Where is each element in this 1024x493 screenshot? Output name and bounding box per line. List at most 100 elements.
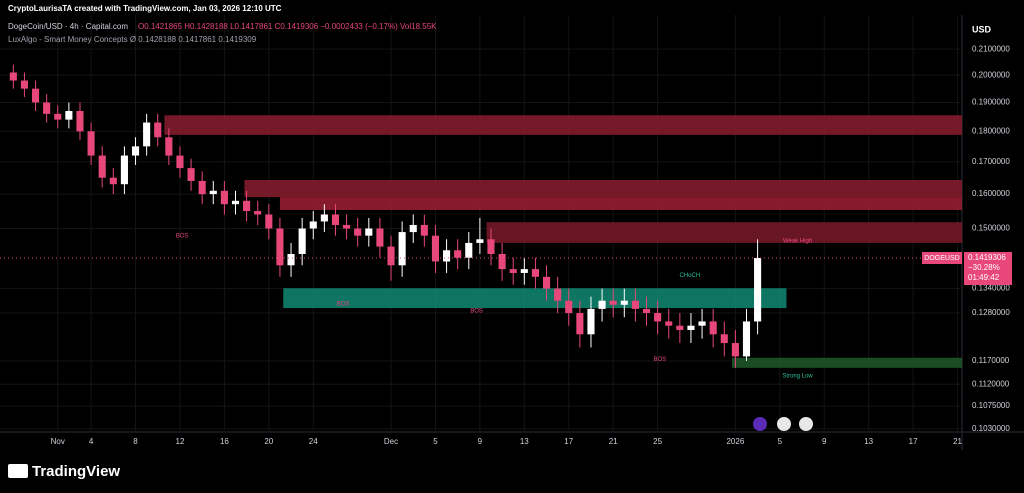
candle-body [443,250,451,262]
zone [283,288,787,309]
candle-body [109,177,117,185]
x-tick-label: 25 [653,437,662,446]
candle-body [320,214,328,222]
candle-body [309,221,317,229]
candle-body [676,325,684,330]
brand[interactable]: TradingView [32,463,120,480]
zone [244,179,962,198]
event-icon[interactable] [753,417,767,431]
x-tick-label: 5 [778,437,783,446]
currency[interactable]: USD [972,24,992,34]
x-tick-label: 21 [953,437,962,446]
event-icon[interactable] [799,417,813,431]
candle-body [387,246,395,266]
candle-body [576,313,584,335]
y-tick-label: 0.1120000 [972,379,1010,388]
price-label: 0.1419306 [968,253,1006,262]
candle-body [276,228,284,266]
candle-body [542,276,551,289]
candle-body [554,288,562,301]
candle-body [243,200,251,212]
candle-body [43,102,51,114]
indicator: LuxAlgo - Smart Money Concepts Ø 0.14281… [8,35,257,44]
credit: CryptoLaurisaTA created with TradingView… [8,4,282,13]
candle-body [20,80,28,89]
x-tick-label: 5 [433,437,438,446]
symbol-box [922,251,962,264]
price-box [964,251,1012,285]
plot: BOS BOS BOS BOS CHoCH Strong Low Weak High [0,15,963,432]
candle-body [9,72,17,81]
candle-body [287,253,295,266]
candle-body [120,155,128,185]
y-tick-label: 0.1500000 [972,224,1010,233]
candle-body [565,300,573,314]
candle-body [65,110,73,120]
ohlc: O0.1421865 H0.1428188 L0.1417861 C0.1419… [138,22,437,31]
x-tick-label: 17 [564,437,573,446]
y-tick-label: 0.1280000 [972,308,1010,317]
candle-body [209,190,217,195]
candle-body [754,257,762,322]
x-tick-label: 17 [909,437,918,446]
y-tick-label: 0.1900000 [972,98,1010,107]
y-tick-label: 0.1800000 [972,126,1010,135]
candle-body [709,321,717,335]
brand-logo [8,464,28,478]
candle-body [598,300,606,309]
x-tick-label: 9 [822,437,827,446]
candle-body [409,224,417,233]
candle-body [487,239,495,254]
candle-body [731,343,739,357]
symbol-label: DOGEUSD [924,255,959,262]
candle-body [587,308,595,335]
countdown-label: 01:49:42 [968,273,1000,282]
candle-body [31,88,40,103]
y-tick-label: 0.1340000 [972,284,1010,293]
candle-body [54,113,62,120]
x-tick-label: 21 [609,437,618,446]
x-tick-label: Nov [51,437,65,446]
x-tick-label: 12 [176,437,185,446]
annotation: BOS [470,309,483,315]
candle-body [176,155,184,169]
y-tick-label: 0.1700000 [972,157,1010,166]
x-tick-label: 2026 [726,437,744,446]
candle-body [720,334,728,344]
y-tick-label: 0.2100000 [972,44,1010,53]
x-tick-label: 24 [309,437,318,446]
candle-body [187,168,195,181]
candle-body [654,313,662,322]
candle-body [76,110,84,132]
candle-body [231,200,240,205]
candle-body [198,180,206,195]
candle-body [620,300,628,305]
candle-body [687,325,695,330]
candle-body [431,235,440,262]
symbol: DogeCoin/USD · 4h · Capital.com [8,22,128,31]
annotation: Strong Low [782,373,813,379]
event-icon[interactable] [777,417,791,431]
y-tick-label: 0.2000000 [972,70,1010,79]
zone [732,357,962,368]
y-tick-label: 0.1030000 [972,424,1010,433]
zone [279,197,963,211]
x-tick-label: 16 [220,437,229,446]
y-tick-label: 0.1600000 [972,189,1010,198]
candle-body [476,239,484,243]
zone [486,222,962,243]
candle-body [165,137,173,156]
x-tick-label: 13 [520,437,529,446]
candle-body [609,300,617,305]
annotation: BOS [654,357,667,363]
candle-body [465,242,473,258]
candle-body [98,155,106,178]
candle-body [154,122,162,138]
candle-body [265,214,273,229]
x-tick-label: 20 [264,437,273,446]
candle-body [498,253,506,270]
candle-body [298,228,306,254]
annotation: CHoCH [680,273,701,279]
